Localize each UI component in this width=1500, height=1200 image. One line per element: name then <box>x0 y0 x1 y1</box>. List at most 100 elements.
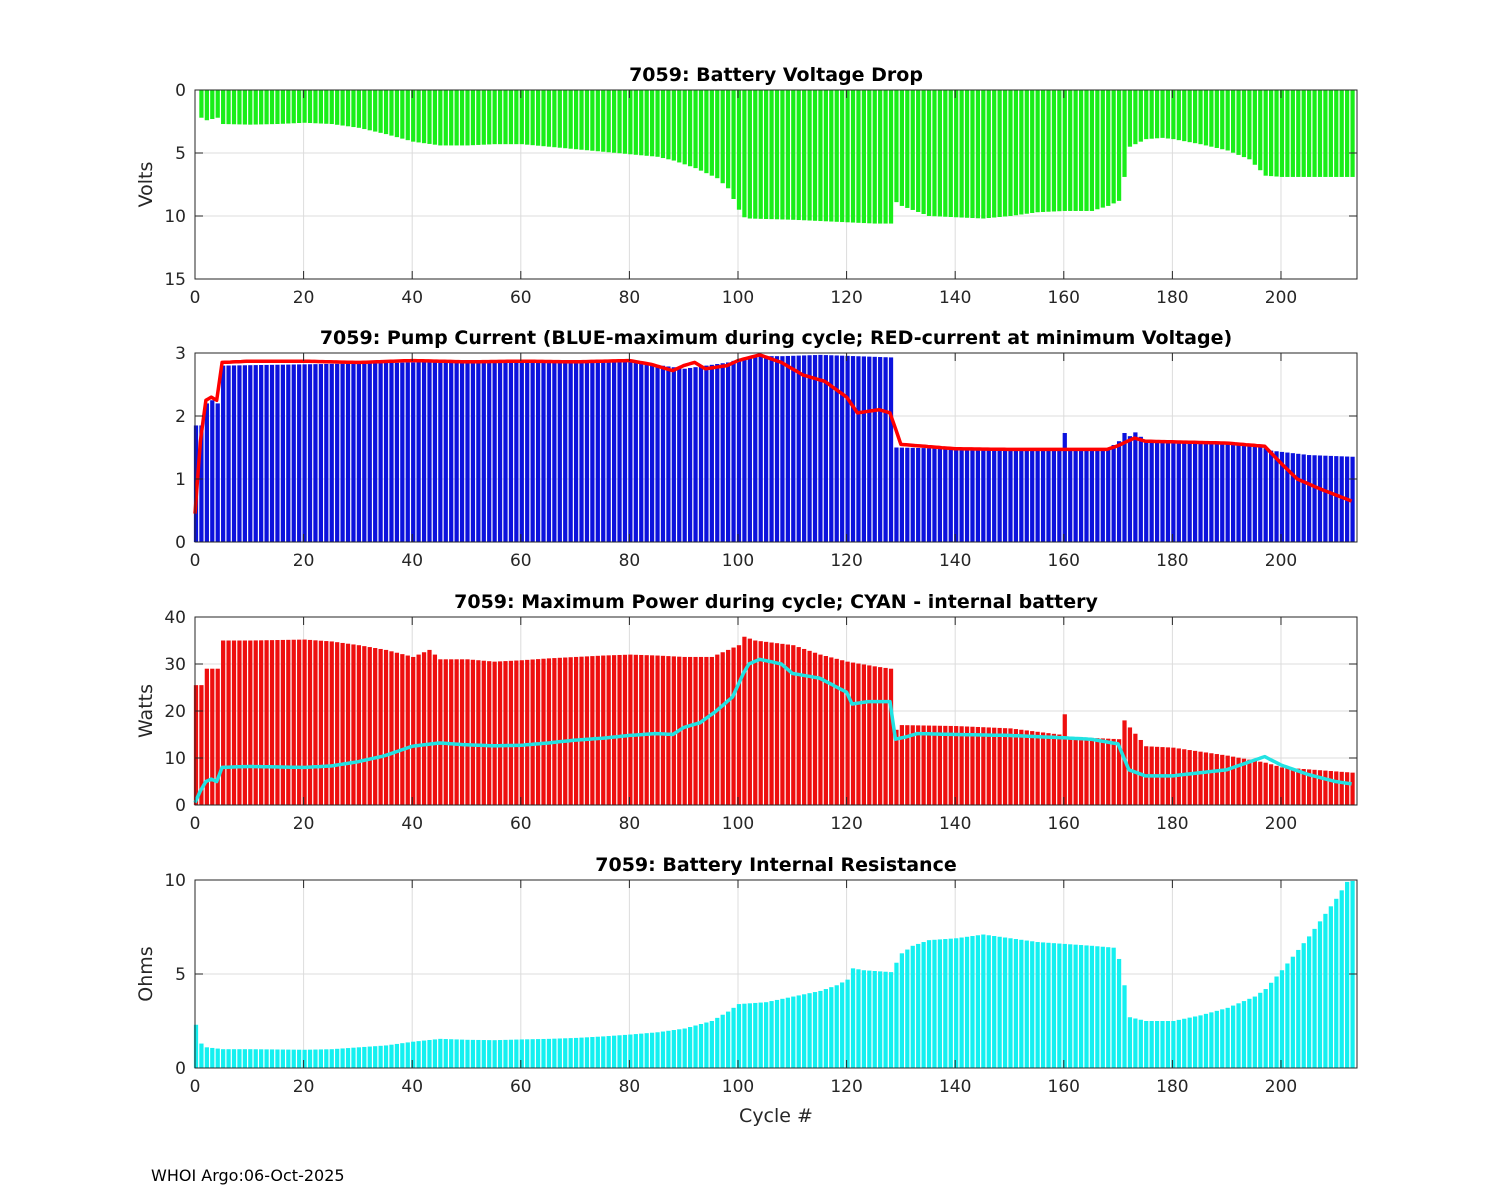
bars <box>193 354 1355 542</box>
bar <box>753 90 758 219</box>
bar <box>840 90 845 223</box>
bar <box>514 362 519 542</box>
bar <box>438 1038 443 1068</box>
y-tick-label: 0 <box>175 1059 186 1079</box>
bar <box>1062 90 1067 211</box>
bar <box>1008 938 1013 1068</box>
bar <box>682 1028 687 1068</box>
bar <box>943 725 948 805</box>
bar <box>1154 90 1160 139</box>
bar <box>335 1048 340 1068</box>
bar <box>1187 442 1192 542</box>
bar <box>937 448 943 542</box>
voltage-drop-ylabel: Volts <box>135 162 157 208</box>
bar <box>747 90 752 219</box>
bar <box>1095 90 1100 210</box>
bar <box>639 90 644 156</box>
bar <box>476 660 481 805</box>
bar <box>470 659 476 805</box>
bar <box>573 361 579 542</box>
bar <box>660 90 666 159</box>
bar <box>1252 996 1257 1068</box>
bar <box>1002 90 1008 217</box>
bar <box>720 1014 725 1068</box>
bar <box>1225 1007 1230 1068</box>
x-tick-label: 40 <box>401 1077 423 1097</box>
bar <box>1323 770 1328 805</box>
bar <box>964 90 970 218</box>
bar <box>264 364 269 542</box>
bar <box>280 1049 285 1068</box>
bar <box>747 638 752 805</box>
bar <box>590 90 595 151</box>
bar <box>622 90 628 154</box>
bar <box>400 1043 405 1068</box>
bar <box>975 726 981 805</box>
tick-labels: 0 20 40 60 80 100 120 140 160 180 200 0 5 10 <box>164 871 1357 1097</box>
bar <box>1030 90 1035 213</box>
bar <box>237 90 242 125</box>
bar <box>666 1030 671 1068</box>
bar <box>840 660 845 805</box>
bar <box>1149 90 1154 139</box>
bar <box>1317 770 1323 805</box>
bar <box>595 90 600 152</box>
bar <box>649 364 655 542</box>
bar <box>351 90 356 128</box>
bar <box>850 662 856 805</box>
cycle-xlabel: Cycle # <box>739 1105 813 1127</box>
bar <box>1030 941 1035 1068</box>
bar <box>791 996 796 1068</box>
bar <box>199 685 204 805</box>
bar <box>1100 946 1105 1068</box>
bar <box>1051 943 1057 1068</box>
bar <box>1040 942 1046 1068</box>
bar <box>769 356 774 542</box>
bar <box>823 355 828 542</box>
bar <box>302 90 307 123</box>
bar <box>1296 949 1301 1068</box>
bar <box>802 90 807 221</box>
bar <box>1149 1021 1154 1068</box>
bar <box>557 657 562 805</box>
bar <box>1073 449 1078 542</box>
bar <box>937 725 943 805</box>
bar <box>1285 767 1290 805</box>
bar <box>1339 771 1344 805</box>
bar <box>937 939 943 1068</box>
bar <box>916 943 921 1068</box>
bar <box>590 361 595 542</box>
bar <box>291 364 296 542</box>
bar <box>606 1036 611 1068</box>
bar <box>932 448 937 542</box>
bar <box>1024 730 1029 805</box>
bar <box>503 90 508 145</box>
bar <box>1057 448 1062 542</box>
bar <box>916 90 921 212</box>
bar <box>954 726 959 805</box>
bar <box>215 1048 220 1068</box>
bar <box>1247 998 1252 1068</box>
bar <box>736 1004 742 1068</box>
bar <box>362 90 367 130</box>
bar <box>834 90 839 222</box>
bar <box>199 90 204 118</box>
bar <box>1149 441 1154 542</box>
bar <box>1111 738 1116 805</box>
bar <box>210 668 215 805</box>
bar <box>443 659 448 805</box>
bar <box>905 949 910 1068</box>
bar <box>1209 1012 1214 1068</box>
bar <box>248 365 253 542</box>
bar <box>275 640 280 805</box>
bar <box>1209 753 1214 805</box>
y-tick-label: 5 <box>175 144 186 164</box>
bar <box>1111 90 1116 204</box>
bar <box>628 361 633 542</box>
bar <box>297 90 302 124</box>
bar <box>1160 441 1165 542</box>
bar <box>552 1038 557 1068</box>
x-tick-label: 20 <box>293 814 315 834</box>
bar <box>867 90 872 224</box>
bar <box>1339 890 1344 1068</box>
